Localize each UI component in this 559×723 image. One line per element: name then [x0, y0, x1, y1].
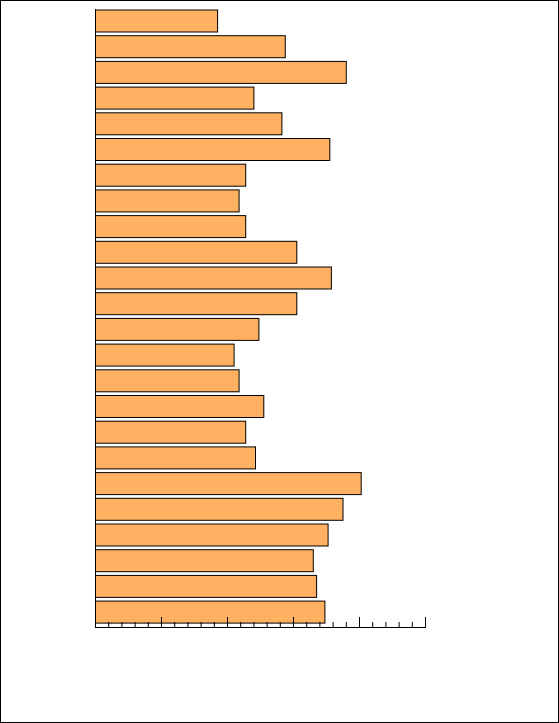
bar [95, 420, 247, 444]
bar [95, 549, 314, 573]
bar [95, 497, 344, 521]
bar [95, 35, 286, 59]
bar [95, 369, 240, 393]
bar [95, 600, 326, 624]
bar [95, 215, 247, 239]
bar [95, 266, 332, 290]
bar [95, 60, 347, 84]
bar [95, 317, 260, 341]
bar [95, 138, 331, 161]
bar [95, 240, 298, 264]
bar [95, 292, 298, 316]
bar [95, 343, 235, 367]
bar [95, 395, 265, 418]
bar [95, 163, 247, 187]
bar [95, 86, 255, 110]
bar [95, 574, 318, 598]
bar [95, 9, 219, 33]
bar [95, 189, 240, 213]
bar [95, 446, 256, 470]
bar [95, 112, 283, 136]
bar [95, 472, 362, 496]
bar [95, 523, 329, 547]
